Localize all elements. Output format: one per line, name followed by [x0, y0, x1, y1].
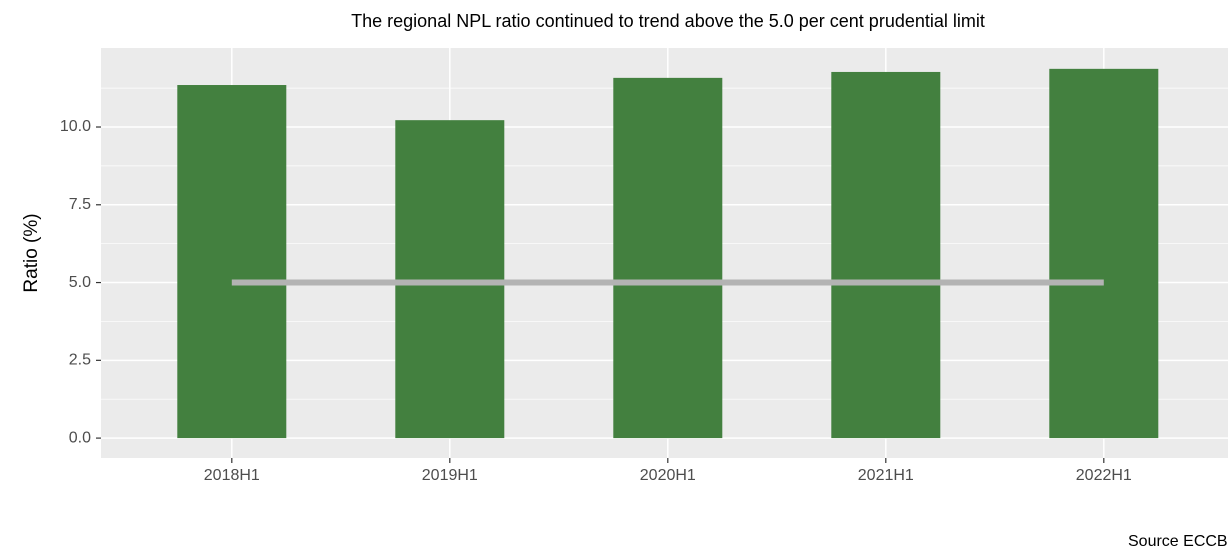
y-tick-label: 0.0	[69, 429, 91, 446]
chart-title: The regional NPL ratio continued to tren…	[351, 11, 985, 31]
bar	[395, 120, 505, 439]
bar	[177, 85, 287, 439]
y-axis-title: Ratio (%)	[21, 213, 42, 292]
y-tick-label: 10.0	[60, 118, 91, 135]
bar	[613, 77, 723, 439]
x-tick-label: 2021H1	[858, 467, 914, 484]
y-tick-label: 7.5	[69, 196, 91, 213]
caption: Source ECCB	[1128, 533, 1228, 550]
bar	[1049, 68, 1159, 439]
x-tick-label: 2020H1	[640, 467, 696, 484]
y-tick-label: 2.5	[69, 352, 91, 369]
x-tick-label: 2022H1	[1076, 467, 1132, 484]
x-tick-label: 2019H1	[422, 467, 478, 484]
x-tick-label: 2018H1	[204, 467, 260, 484]
bar	[831, 71, 941, 439]
y-tick-label: 5.0	[69, 274, 91, 291]
